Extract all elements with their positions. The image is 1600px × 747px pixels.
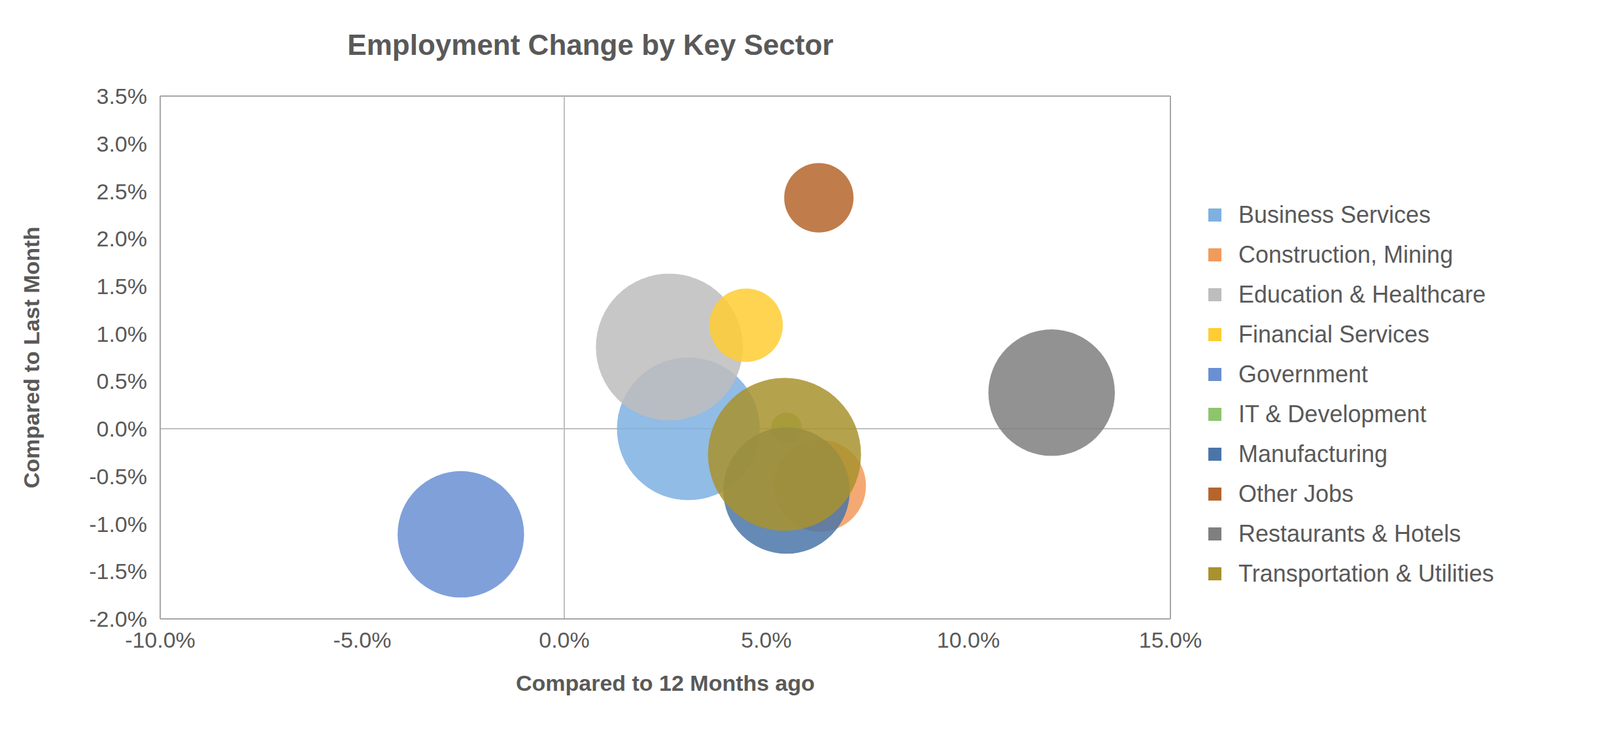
svg-text:Compared to 12 Months ago: Compared to 12 Months ago [515,670,815,696]
html-text:Other Jobs: Other Jobs [1238,480,1354,508]
html-text:Financial Services: Financial Services [1238,320,1430,348]
svg-text:3.5%: 3.5% [96,83,148,109]
svg-text:-10.0%: -10.0% [124,627,196,653]
html-text:IT & Development: IT & Development [1238,400,1427,428]
svg-text:-2.0%: -2.0% [88,606,148,632]
html-text:Manufacturing: Manufacturing [1238,440,1388,468]
svg-text:-5.0%: -5.0% [333,627,392,653]
svg-text:15.0%: 15.0% [1139,627,1202,653]
svg-text:1.5%: 1.5% [96,273,148,299]
svg-text:3.0%: 3.0% [96,131,148,157]
html-text:Education & Healthcare: Education & Healthcare [1238,280,1486,308]
html-text:Transportation & Utilities: Transportation & Utilities [1238,560,1494,587]
svg-text:0.0%: 0.0% [96,416,148,442]
html-text:Employment Change by Key Secto: Employment Change by Key Sector [347,28,834,61]
svg-text:-1.0%: -1.0% [88,511,148,537]
svg-text:Compared to Last Month: Compared to Last Month [18,226,44,489]
svg-text:5.0%: 5.0% [740,627,792,653]
svg-text:0.5%: 0.5% [96,368,148,394]
svg-text:1.0%: 1.0% [96,321,148,347]
svg-text:10.0%: 10.0% [936,627,1000,653]
svg-text:2.5%: 2.5% [96,179,148,205]
html-text:Construction, Mining: Construction, Mining [1238,240,1454,268]
html-text:Business Services: Business Services [1238,201,1431,228]
svg-text:2.0%: 2.0% [96,226,148,252]
html-text:Restaurants & Hotels: Restaurants & Hotels [1238,520,1461,547]
svg-text:-0.5%: -0.5% [88,464,148,490]
svg-text:-1.5%: -1.5% [88,559,148,584]
html-text:Government: Government [1238,360,1368,388]
svg-text:0.0%: 0.0% [538,627,590,653]
